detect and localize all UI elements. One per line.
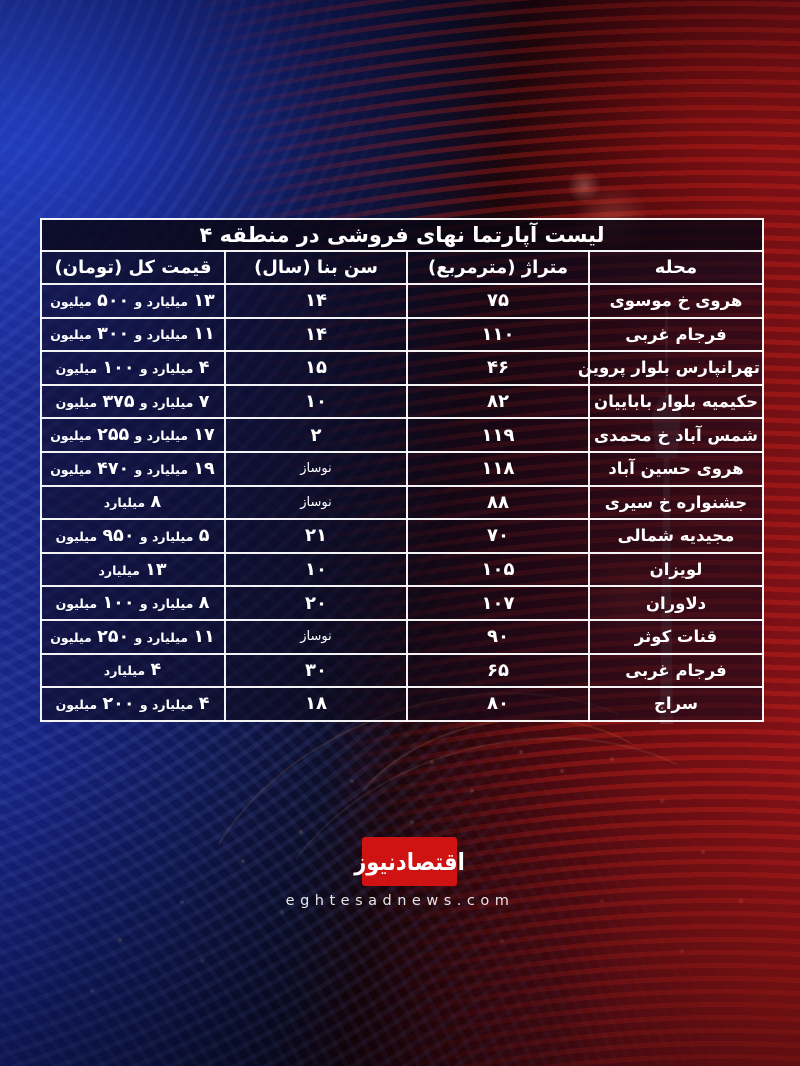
table-row: هروی خ موسوی ۷۵ ۱۴ ۱۳ میلیارد و ۵۰۰ میلیون: [40, 283, 764, 319]
table-row: سراج ۸۰ ۱۸ ۴ میلیارد و ۲۰۰ میلیون: [40, 686, 764, 722]
cell-area: ۸۸: [406, 484, 590, 521]
apartments-table-container: لیست آپارتما نهای فروشی در منطقه ۴ محله …: [40, 218, 764, 722]
cell-building-age: ۱۴: [224, 316, 408, 353]
cell-area: ۷۵: [406, 283, 590, 319]
table-title-row: لیست آپارتما نهای فروشی در منطقه ۴: [40, 218, 764, 252]
table-row: مجیدیه شمالی ۷۰ ۲۱ ۵ میلیارد و ۹۵۰ میلیون: [40, 518, 764, 554]
cell-building-age: ۱۸: [224, 686, 408, 722]
apartments-table: لیست آپارتما نهای فروشی در منطقه ۴ محله …: [40, 218, 764, 722]
table-row: دلاوران ۱۰۷ ۲۰ ۸ میلیارد و ۱۰۰ میلیون: [40, 585, 764, 621]
header-neighborhood: محله: [588, 250, 764, 285]
cell-total-price: ۸ میلیارد و ۱۰۰ میلیون: [40, 585, 226, 621]
table-row: لویزان ۱۰۵ ۱۰ ۱۳ میلیارد: [40, 551, 764, 588]
cell-total-price: ۸ میلیارد: [40, 484, 226, 521]
cell-building-age: ۳۰: [224, 652, 408, 689]
cell-neighborhood: مجیدیه شمالی: [588, 518, 764, 554]
cell-neighborhood: فرجام غربی: [588, 316, 764, 353]
table-row: جشنواره خ سیری ۸۸ نوساز ۸ میلیارد: [40, 484, 764, 521]
table-row: فرجام غربی ۱۱۰ ۱۴ ۱۱ میلیارد و ۳۰۰ میلیون: [40, 316, 764, 353]
header-area: متراژ (مترمربع): [406, 250, 590, 285]
cell-neighborhood: حکیمیه بلوار باباییان: [588, 383, 764, 420]
table-header-row: محله متراژ (مترمربع) سن بنا (سال) قیمت ک…: [40, 250, 764, 285]
table-row: شمس آباد خ محمدی ۱۱۹ ۲ ۱۷ میلیارد و ۲۵۵ میل…: [40, 417, 764, 453]
cell-building-age: نوساز: [224, 484, 408, 521]
cell-neighborhood: جشنواره خ سیری: [588, 484, 764, 521]
cell-building-age: ۱۰: [224, 551, 408, 588]
cell-neighborhood: فرجام غربی: [588, 652, 764, 689]
cell-area: ۹۰: [406, 618, 590, 655]
website-url[interactable]: eghtesadnews.com: [285, 893, 515, 909]
cell-total-price: ۱۹ میلیارد و ۴۷۰ میلیون: [40, 450, 226, 487]
table-row: فرجام غربی ۶۵ ۳۰ ۴ میلیارد: [40, 652, 764, 689]
cell-neighborhood: دلاوران: [588, 585, 764, 621]
cell-neighborhood: شمس آباد خ محمدی: [588, 417, 764, 453]
cell-area: ۴۶: [406, 350, 590, 386]
cell-area: ۱۱۹: [406, 417, 590, 453]
cell-total-price: ۴ میلیارد و ۲۰۰ میلیون: [40, 686, 226, 722]
table-row: حکیمیه بلوار باباییان ۸۲ ۱۰ ۷ میلیارد و ۳۷۵…: [40, 383, 764, 420]
cell-total-price: ۱۳ میلیارد و ۵۰۰ میلیون: [40, 283, 226, 319]
cell-area: ۸۲: [406, 383, 590, 420]
cell-area: ۱۰۵: [406, 551, 590, 588]
table-body: هروی خ موسوی ۷۵ ۱۴ ۱۳ میلیارد و ۵۰۰ میلیون ف…: [40, 283, 764, 722]
cell-total-price: ۱۳ میلیارد: [40, 551, 226, 588]
cell-total-price: ۱۷ میلیارد و ۲۵۵ میلیون: [40, 417, 226, 453]
eghtesadnews-logo[interactable]: اقتصادنیوز: [354, 837, 465, 886]
cell-total-price: ۱۱ میلیارد و ۲۵۰ میلیون: [40, 618, 226, 655]
cell-neighborhood: سراج: [588, 686, 764, 722]
table-row: قنات کوثر ۹۰ نوساز ۱۱ میلیارد و ۲۵۰ میلیون: [40, 618, 764, 655]
cell-building-age: ۱۴: [224, 283, 408, 319]
cell-area: ۸۰: [406, 686, 590, 722]
cell-neighborhood: هروی خ موسوی: [588, 283, 764, 319]
cell-building-age: ۱۵: [224, 350, 408, 386]
cell-building-age: نوساز: [224, 450, 408, 487]
cell-total-price: ۷ میلیارد و ۳۷۵ میلیون: [40, 383, 226, 420]
cell-area: ۶۵: [406, 652, 590, 689]
cell-neighborhood: لویزان: [588, 551, 764, 588]
cell-area: ۱۰۷: [406, 585, 590, 621]
cell-neighborhood: قنات کوثر: [588, 618, 764, 655]
cell-building-age: ۲۰: [224, 585, 408, 621]
cell-neighborhood: هروی حسین آباد: [588, 450, 764, 487]
cell-total-price: ۴ میلیارد و ۱۰۰ میلیون: [40, 350, 226, 386]
cell-total-price: ۱۱ میلیارد و ۳۰۰ میلیون: [40, 316, 226, 353]
cell-building-age: نوساز: [224, 618, 408, 655]
cell-total-price: ۴ میلیارد: [40, 652, 226, 689]
cell-area: ۱۱۰: [406, 316, 590, 353]
cell-total-price: ۵ میلیارد و ۹۵۰ میلیون: [40, 518, 226, 554]
cell-building-age: ۲: [224, 417, 408, 453]
table-row: تهرانپارس بلوار پروین ۴۶ ۱۵ ۴ میلیارد و ۱۰۰…: [40, 350, 764, 386]
cell-area: ۱۱۸: [406, 450, 590, 487]
header-total-price: قیمت کل (تومان): [40, 250, 226, 285]
cell-neighborhood: تهرانپارس بلوار پروین: [578, 350, 764, 386]
table-row: هروی حسین آباد ۱۱۸ نوساز ۱۹ میلیارد و ۴۷۰ م…: [40, 450, 764, 487]
cell-building-age: ۲۱: [224, 518, 408, 554]
table-title: لیست آپارتما نهای فروشی در منطقه ۴: [40, 218, 764, 252]
logo-text: اقتصادنیوز: [354, 848, 465, 875]
cell-area: ۷۰: [406, 518, 590, 554]
cell-building-age: ۱۰: [224, 383, 408, 420]
header-building-age: سن بنا (سال): [224, 250, 408, 285]
